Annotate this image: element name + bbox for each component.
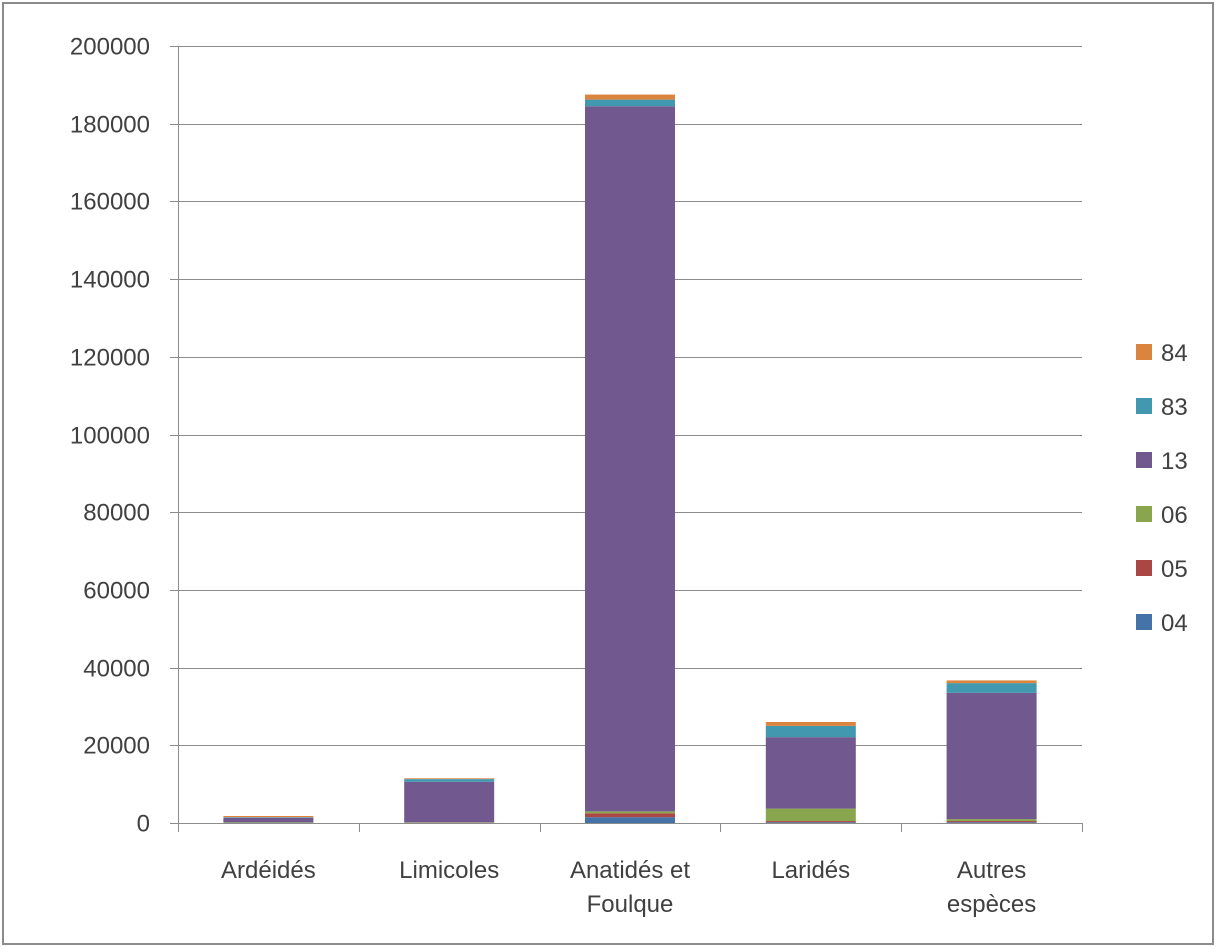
x-tick-label: Anatidés et bbox=[570, 857, 690, 884]
bar-segment-83 bbox=[223, 817, 314, 818]
y-tick-label: 160000 bbox=[70, 189, 150, 216]
y-tick-label: 120000 bbox=[70, 345, 150, 372]
y-tick-label: 180000 bbox=[70, 112, 150, 139]
x-tick-label: Ardéidés bbox=[221, 857, 316, 884]
x-tick-label: Autres bbox=[957, 857, 1026, 884]
bar-segment-13 bbox=[946, 692, 1037, 820]
legend-label-84: 84 bbox=[1161, 340, 1188, 367]
legend-label-06: 06 bbox=[1161, 502, 1188, 529]
x-tick-label: Foulque bbox=[587, 891, 674, 918]
legend-swatch-83 bbox=[1136, 398, 1152, 414]
bar-segment-05 bbox=[585, 813, 675, 818]
legend: 84 83 13 06 05 04 bbox=[1136, 340, 1188, 637]
bar-segment-84 bbox=[946, 680, 1037, 684]
legend-swatch-13 bbox=[1136, 452, 1152, 468]
legend-swatch-06 bbox=[1136, 506, 1152, 522]
x-tick-label: Laridés bbox=[771, 857, 850, 884]
bar-segment-83 bbox=[404, 779, 495, 782]
bar-segment-04 bbox=[765, 822, 856, 823]
legend-label-83: 83 bbox=[1161, 394, 1188, 421]
y-tick-label: 0 bbox=[137, 811, 150, 838]
bar-segment-06 bbox=[946, 819, 1037, 822]
bar-segment-84 bbox=[585, 94, 675, 100]
bar-segment-13 bbox=[765, 737, 856, 809]
y-tick-label: 200000 bbox=[70, 34, 150, 61]
y-tick-label: 40000 bbox=[83, 656, 150, 683]
bar-segment-13 bbox=[223, 817, 314, 823]
bar-segment-04 bbox=[585, 817, 675, 823]
legend-label-04: 04 bbox=[1161, 610, 1188, 637]
bar-segment-83 bbox=[585, 99, 675, 107]
bar-segment-04 bbox=[946, 822, 1037, 823]
bar-segment-84 bbox=[223, 816, 314, 818]
x-axis: Ardéidés Limicoles Anatidés et Foulque Larid… bbox=[178, 823, 1083, 918]
bar-segment-84 bbox=[765, 721, 856, 726]
legend-swatch-05 bbox=[1136, 560, 1152, 576]
y-tick-label: 140000 bbox=[70, 267, 150, 294]
x-tick-label: espèces bbox=[947, 891, 1036, 918]
y-tick-label: 80000 bbox=[83, 500, 150, 527]
bar-segment-83 bbox=[765, 725, 856, 738]
bar-segment-13 bbox=[585, 106, 675, 812]
y-tick-label: 100000 bbox=[70, 423, 150, 450]
bar-segment-84 bbox=[404, 778, 495, 780]
legend-swatch-84 bbox=[1136, 344, 1152, 360]
bar-segment-13 bbox=[404, 781, 495, 823]
y-axis: 0 20000 40000 60000 80000 100000 120000 140000 1… bbox=[70, 34, 179, 838]
bar-segment-06 bbox=[585, 811, 675, 814]
legend-swatch-04 bbox=[1136, 614, 1152, 630]
x-tick-label: Limicoles bbox=[399, 857, 499, 884]
bar-segment-83 bbox=[946, 683, 1037, 693]
bar-segment-06 bbox=[765, 808, 856, 822]
legend-label-05: 05 bbox=[1161, 556, 1188, 583]
bars bbox=[223, 94, 1037, 823]
legend-label-13: 13 bbox=[1161, 448, 1188, 475]
bar-segment-05 bbox=[946, 821, 1037, 823]
y-tick-label: 20000 bbox=[83, 733, 150, 760]
y-tick-label: 60000 bbox=[83, 578, 150, 605]
bar-segment-05 bbox=[765, 821, 856, 823]
